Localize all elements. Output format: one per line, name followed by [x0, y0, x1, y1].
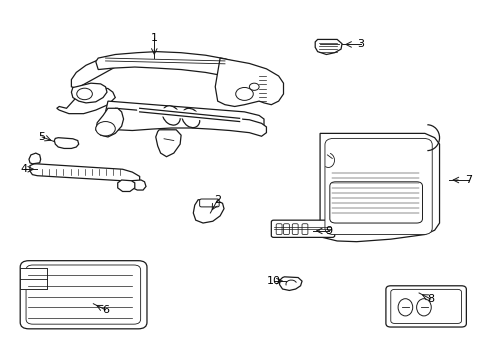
FancyBboxPatch shape [385, 286, 466, 327]
Polygon shape [20, 268, 47, 289]
FancyBboxPatch shape [283, 224, 289, 234]
Ellipse shape [397, 299, 412, 316]
Text: 10: 10 [266, 276, 280, 286]
Polygon shape [279, 277, 302, 291]
Polygon shape [113, 108, 266, 136]
FancyBboxPatch shape [292, 224, 298, 234]
Polygon shape [118, 180, 135, 192]
Ellipse shape [416, 299, 430, 316]
FancyBboxPatch shape [199, 199, 219, 207]
Circle shape [96, 122, 115, 136]
Polygon shape [54, 138, 79, 148]
Text: 7: 7 [464, 175, 471, 185]
Text: 5: 5 [39, 132, 45, 142]
Polygon shape [71, 83, 107, 103]
FancyBboxPatch shape [26, 265, 141, 324]
Text: 1: 1 [150, 33, 158, 43]
Circle shape [249, 83, 259, 90]
FancyBboxPatch shape [302, 224, 307, 234]
Polygon shape [96, 108, 123, 137]
FancyBboxPatch shape [20, 261, 147, 329]
FancyBboxPatch shape [329, 182, 422, 223]
Text: 8: 8 [427, 294, 433, 304]
Text: 6: 6 [102, 305, 109, 315]
Text: 4: 4 [20, 164, 28, 174]
Polygon shape [30, 164, 140, 184]
Bar [20, 268, 47, 289]
Polygon shape [156, 130, 181, 157]
Circle shape [235, 87, 253, 100]
Polygon shape [57, 87, 115, 114]
Ellipse shape [162, 106, 180, 125]
Polygon shape [130, 180, 146, 190]
Polygon shape [193, 200, 224, 223]
Polygon shape [96, 51, 254, 80]
Polygon shape [29, 153, 41, 164]
Text: 9: 9 [325, 226, 332, 236]
Polygon shape [105, 101, 264, 128]
FancyBboxPatch shape [325, 138, 431, 234]
FancyBboxPatch shape [390, 289, 461, 323]
FancyBboxPatch shape [271, 220, 334, 237]
Circle shape [77, 88, 92, 100]
Text: 2: 2 [214, 195, 221, 205]
Polygon shape [320, 134, 439, 242]
Text: 3: 3 [356, 40, 363, 49]
Ellipse shape [182, 108, 200, 128]
Polygon shape [71, 58, 118, 89]
Polygon shape [215, 58, 283, 107]
Polygon shape [315, 40, 341, 54]
FancyBboxPatch shape [276, 224, 282, 234]
